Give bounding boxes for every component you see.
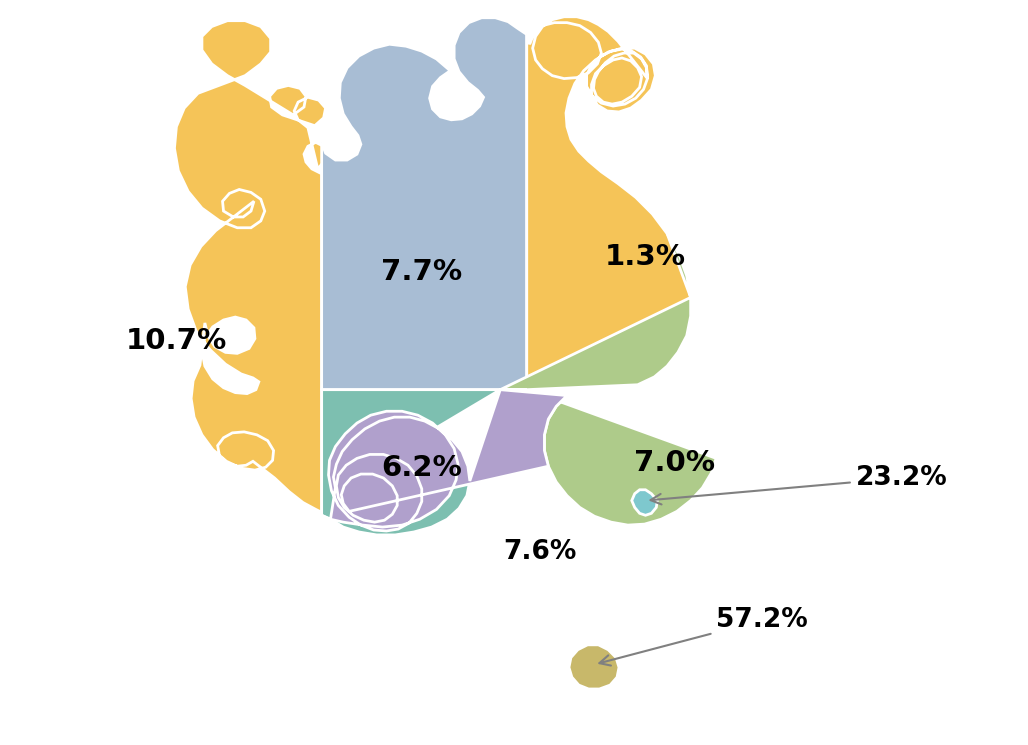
Text: 7.7%: 7.7% xyxy=(381,258,463,286)
Polygon shape xyxy=(632,489,657,516)
Text: 7.6%: 7.6% xyxy=(503,539,577,565)
Text: 1.3%: 1.3% xyxy=(605,243,686,271)
Polygon shape xyxy=(322,18,526,390)
Polygon shape xyxy=(526,16,691,390)
Text: 23.2%: 23.2% xyxy=(651,465,947,504)
Text: 6.2%: 6.2% xyxy=(381,454,463,482)
Polygon shape xyxy=(322,390,567,531)
Polygon shape xyxy=(568,645,619,689)
Polygon shape xyxy=(322,390,526,535)
Text: 57.2%: 57.2% xyxy=(599,607,808,665)
Polygon shape xyxy=(501,234,717,525)
Text: 10.7%: 10.7% xyxy=(125,326,227,355)
Polygon shape xyxy=(175,21,327,517)
Text: 7.0%: 7.0% xyxy=(634,449,715,478)
